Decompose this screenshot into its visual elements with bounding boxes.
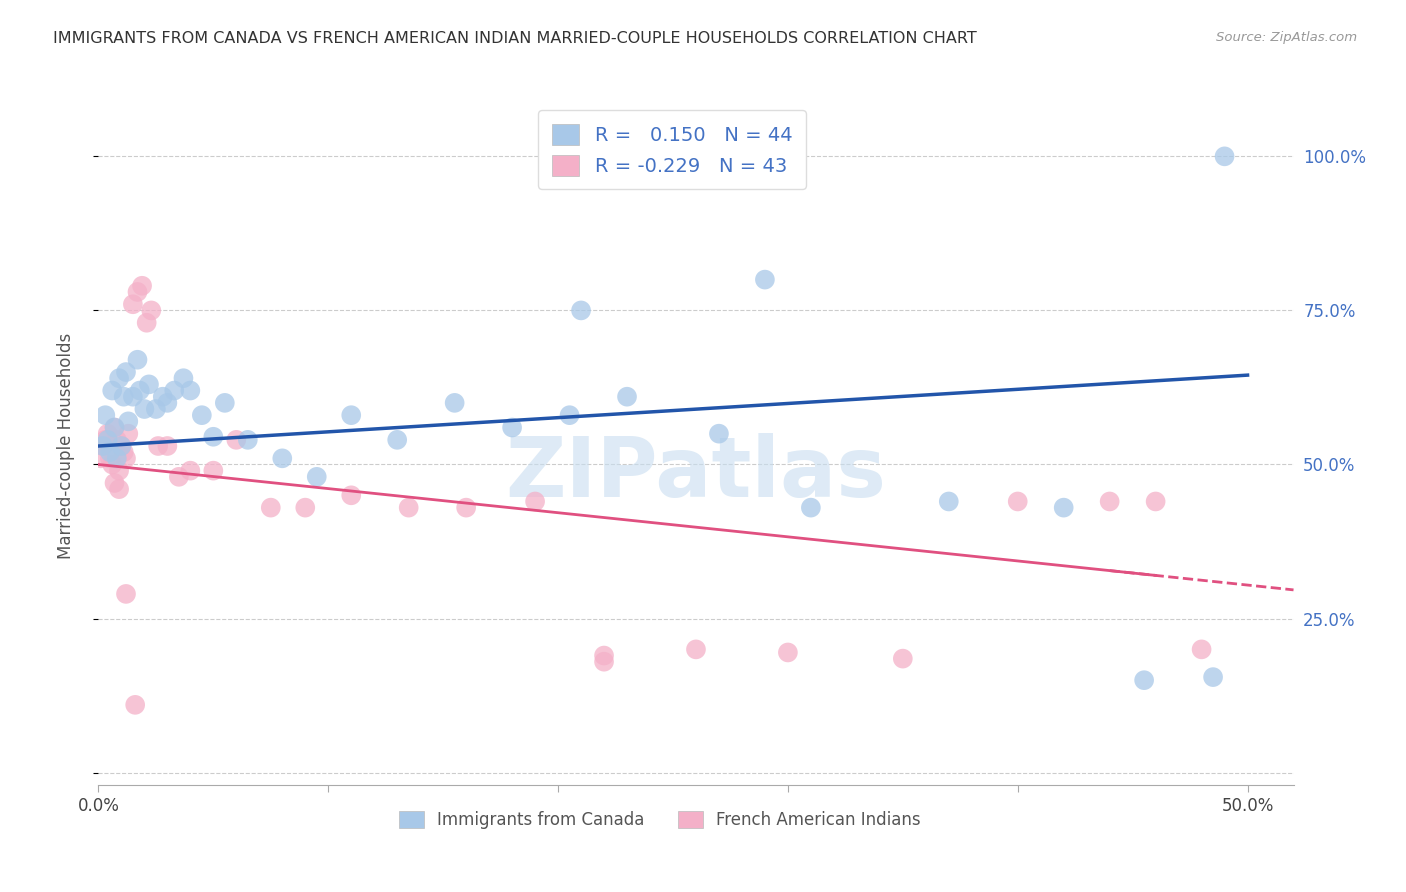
Point	[236, 433, 259, 447]
Point	[108, 482, 131, 496]
Point	[754, 272, 776, 286]
Point	[127, 285, 149, 299]
Point	[90, 451, 112, 466]
Point	[569, 303, 592, 318]
Point	[1053, 500, 1076, 515]
Point	[94, 408, 117, 422]
Point	[122, 390, 145, 404]
Point	[124, 698, 146, 712]
Point	[108, 371, 131, 385]
Point	[117, 414, 139, 428]
Point	[443, 396, 465, 410]
Legend: Immigrants from Canada, French American Indians: Immigrants from Canada, French American …	[391, 803, 929, 838]
Point	[456, 500, 478, 515]
Y-axis label: Married-couple Households: Married-couple Households	[56, 333, 75, 559]
Point	[1133, 673, 1156, 688]
Point	[156, 396, 179, 410]
Point	[172, 371, 194, 385]
Point	[558, 408, 581, 422]
Point	[135, 316, 157, 330]
Point	[214, 396, 236, 410]
Text: IMMIGRANTS FROM CANADA VS FRENCH AMERICAN INDIAN MARRIED-COUPLE HOUSEHOLDS CORRE: IMMIGRANTS FROM CANADA VS FRENCH AMERICA…	[53, 31, 977, 46]
Point	[98, 445, 121, 459]
Point	[179, 464, 201, 478]
Point	[1098, 494, 1121, 508]
Point	[94, 433, 117, 447]
Point	[101, 458, 124, 472]
Point	[110, 439, 132, 453]
Point	[294, 500, 316, 515]
Point	[202, 430, 225, 444]
Point	[202, 464, 225, 478]
Point	[134, 402, 156, 417]
Point	[101, 384, 124, 398]
Point	[112, 390, 135, 404]
Point	[115, 451, 138, 466]
Point	[117, 426, 139, 441]
Point	[1144, 494, 1167, 508]
Point	[616, 390, 638, 404]
Point	[112, 445, 135, 459]
Point	[179, 384, 201, 398]
Text: Source: ZipAtlas.com: Source: ZipAtlas.com	[1216, 31, 1357, 45]
Point	[891, 651, 914, 665]
Point	[98, 451, 121, 466]
Point	[91, 439, 114, 453]
Point	[593, 648, 616, 663]
Point	[141, 303, 163, 318]
Point	[145, 402, 167, 417]
Point	[167, 470, 190, 484]
Point	[97, 426, 120, 441]
Point	[776, 645, 799, 659]
Point	[91, 439, 114, 453]
Point	[398, 500, 420, 515]
Point	[163, 384, 186, 398]
Point	[191, 408, 214, 422]
Point	[115, 587, 138, 601]
Text: ZIPatlas: ZIPatlas	[506, 433, 886, 514]
Point	[707, 426, 730, 441]
Point	[131, 278, 153, 293]
Point	[127, 352, 149, 367]
Point	[103, 420, 125, 434]
Point	[340, 408, 363, 422]
Point	[105, 433, 128, 447]
Point	[593, 655, 616, 669]
Point	[148, 439, 170, 453]
Point	[115, 365, 138, 379]
Point	[103, 420, 125, 434]
Point	[271, 451, 294, 466]
Point	[260, 500, 283, 515]
Point	[938, 494, 960, 508]
Point	[108, 464, 131, 478]
Point	[103, 475, 125, 490]
Point	[156, 439, 179, 453]
Point	[110, 439, 132, 453]
Point	[1007, 494, 1029, 508]
Point	[122, 297, 145, 311]
Point	[685, 642, 707, 657]
Point	[152, 390, 174, 404]
Point	[128, 384, 150, 398]
Point	[340, 488, 363, 502]
Point	[225, 433, 247, 447]
Point	[97, 433, 120, 447]
Point	[105, 451, 128, 466]
Point	[1213, 149, 1236, 163]
Point	[305, 470, 328, 484]
Point	[501, 420, 523, 434]
Point	[385, 433, 409, 447]
Point	[524, 494, 547, 508]
Point	[1202, 670, 1225, 684]
Point	[800, 500, 823, 515]
Point	[1191, 642, 1213, 657]
Point	[138, 377, 160, 392]
